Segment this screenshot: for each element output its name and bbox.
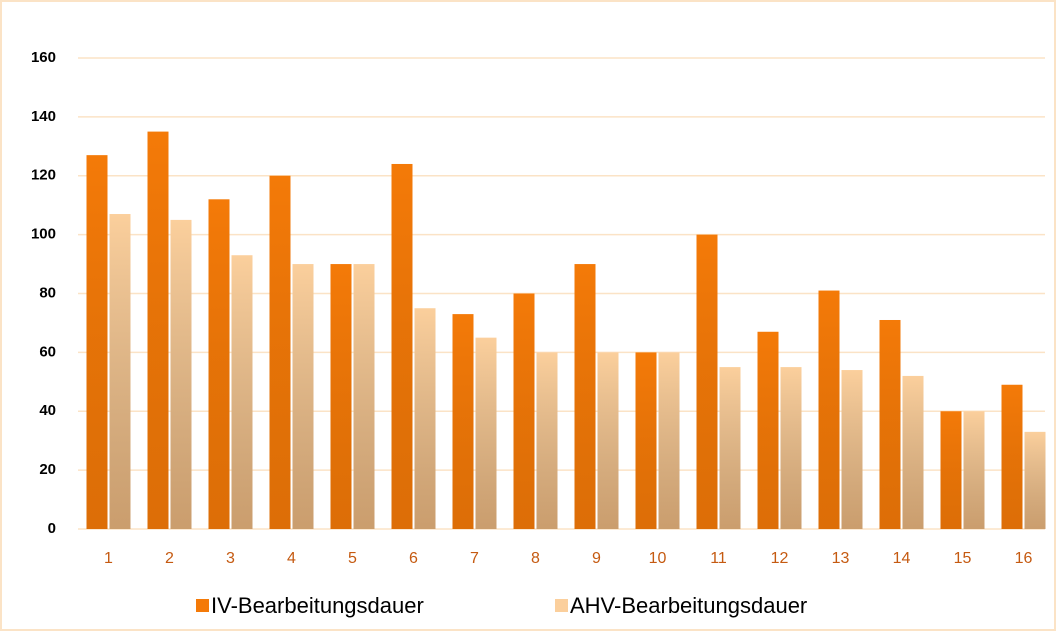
bar xyxy=(330,264,352,529)
bar xyxy=(696,234,718,529)
bar xyxy=(635,352,657,529)
legend-swatch xyxy=(196,599,209,612)
y-tick-label: 140 xyxy=(31,108,56,125)
x-tick-label: 4 xyxy=(287,550,296,567)
bar xyxy=(1001,384,1023,529)
y-tick-label: 80 xyxy=(39,284,56,301)
bar xyxy=(86,155,108,530)
bar xyxy=(719,367,741,529)
bar xyxy=(170,219,192,529)
bar xyxy=(574,264,596,529)
bar xyxy=(231,255,253,529)
bar xyxy=(963,411,985,529)
bar xyxy=(597,352,619,529)
y-tick-label: 120 xyxy=(31,167,56,184)
x-tick-label: 10 xyxy=(649,550,667,567)
x-tick-label: 3 xyxy=(226,550,235,567)
bar xyxy=(1024,431,1046,529)
bar xyxy=(475,337,497,529)
x-tick-label: 9 xyxy=(592,550,601,567)
x-tick-label: 15 xyxy=(954,550,972,567)
x-tick-label: 6 xyxy=(409,550,418,567)
y-tick-label: 0 xyxy=(48,520,56,537)
x-tick-label: 13 xyxy=(832,550,850,567)
bar xyxy=(353,264,375,529)
y-tick-label: 40 xyxy=(39,402,56,419)
y-tick-label: 60 xyxy=(39,343,56,360)
x-tick-label: 7 xyxy=(470,550,479,567)
bar xyxy=(391,163,413,529)
bar xyxy=(414,308,436,529)
bar xyxy=(940,411,962,529)
bar xyxy=(536,352,558,529)
bar xyxy=(208,199,230,530)
x-tick-label: 8 xyxy=(531,550,540,567)
bar xyxy=(780,367,802,529)
bar xyxy=(879,319,901,529)
x-tick-label: 16 xyxy=(1015,550,1033,567)
x-tick-label: 11 xyxy=(710,550,727,567)
x-tick-label: 14 xyxy=(893,550,911,567)
legend-label: IV-Bearbeitungsdauer xyxy=(211,593,424,618)
x-tick-label: 2 xyxy=(165,550,174,567)
bar xyxy=(757,331,779,529)
bar xyxy=(902,375,924,529)
bar xyxy=(658,352,680,529)
bar xyxy=(269,175,291,529)
bar xyxy=(452,314,474,529)
bar xyxy=(841,370,863,529)
y-tick-label: 20 xyxy=(39,461,56,478)
bar xyxy=(513,293,535,529)
x-tick-label: 5 xyxy=(348,550,357,567)
bar xyxy=(109,214,131,530)
legend-swatch xyxy=(555,599,568,612)
legend-label: AHV-Bearbeitungsdauer xyxy=(570,593,807,618)
x-tick-label: 1 xyxy=(104,550,113,567)
bar xyxy=(818,290,840,529)
x-tick-label: 12 xyxy=(771,550,789,567)
bar xyxy=(292,264,314,529)
bar xyxy=(147,131,169,529)
y-tick-label: 100 xyxy=(31,226,56,243)
y-tick-label: 160 xyxy=(31,49,56,66)
